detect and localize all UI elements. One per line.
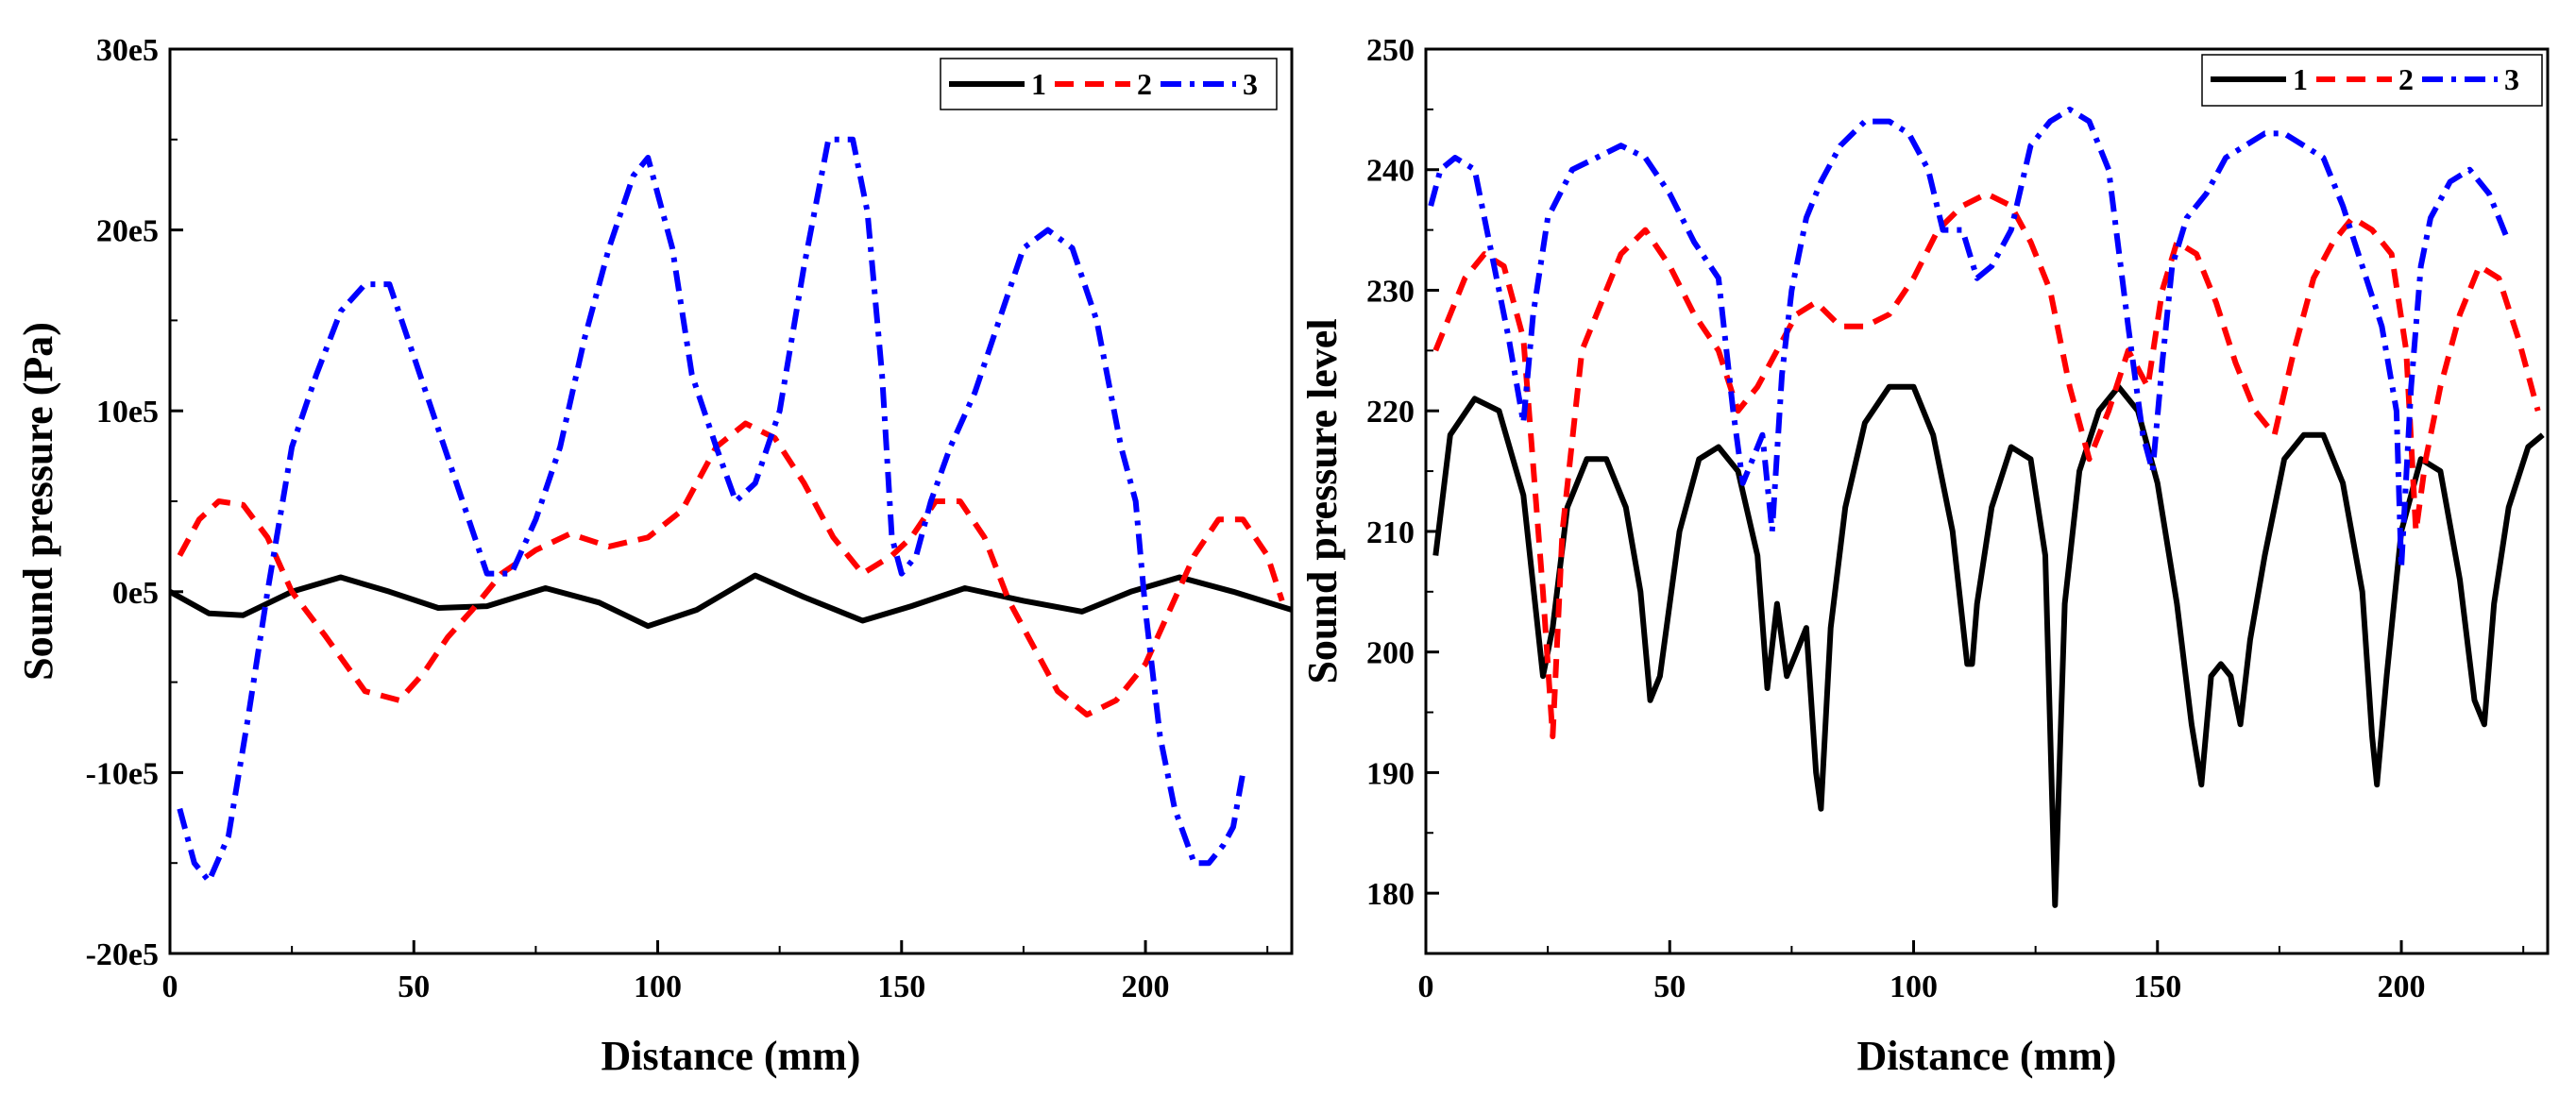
left-x-axis-title: Distance (mm) xyxy=(602,1033,861,1079)
right-y-tick-label: 200 xyxy=(1366,636,1415,671)
left-y-tick-label: -10e5 xyxy=(86,756,159,791)
right-x-tick-label: 200 xyxy=(2378,970,2426,1004)
left-x-tick-label: 0 xyxy=(162,970,178,1004)
left-legend-label-3: 3 xyxy=(1243,67,1258,101)
left-series-group xyxy=(170,136,1292,885)
right-series-1-line xyxy=(1432,383,2545,908)
left-series-2-line xyxy=(177,420,1285,718)
left-legend-label-1: 1 xyxy=(1031,67,1046,101)
left-y-tick-label: 30e5 xyxy=(96,33,159,68)
left-x-tick-label: 50 xyxy=(398,970,430,1004)
right-y-tick-label: 210 xyxy=(1366,515,1415,550)
right-y-axis: 180 190 200 210 220 230 240 250 xyxy=(1366,33,1439,912)
left-y-axis: -20e5 -10e5 0e5 10e5 20e5 30e5 xyxy=(86,33,183,972)
right-y-tick-label: 180 xyxy=(1366,877,1415,912)
right-y-axis-title: Sound pressure level xyxy=(1299,318,1346,683)
right-y-tick-label: 230 xyxy=(1366,274,1415,309)
left-x-tick-label: 200 xyxy=(1122,970,1170,1004)
left-series-1-line xyxy=(170,572,1292,630)
left-legend-label-2: 2 xyxy=(1137,67,1152,101)
left-legend: 1 2 3 xyxy=(940,58,1278,110)
right-series-3-line xyxy=(1428,106,2512,571)
right-x-tick-label: 0 xyxy=(1418,970,1434,1004)
right-x-axis: 0 50 100 150 200 xyxy=(1418,940,2525,1004)
right-legend-label-3: 3 xyxy=(2504,62,2519,96)
left-x-tick-label: 150 xyxy=(877,970,925,1004)
right-legend-label-2: 2 xyxy=(2398,62,2414,96)
right-chart: 0 50 100 150 200 180 190 200 210 220 230 240 250 Di… xyxy=(1299,33,2550,1079)
right-y-tick-label: 250 xyxy=(1366,33,1415,68)
left-y-tick-label: 0e5 xyxy=(112,576,159,611)
right-series-group xyxy=(1428,106,2545,908)
right-plot-frame xyxy=(1424,47,2550,955)
left-series-3-line xyxy=(177,136,1246,885)
left-x-tick-label: 100 xyxy=(634,970,682,1004)
right-series-2-line xyxy=(1432,191,2541,740)
right-x-axis-title: Distance (mm) xyxy=(1857,1033,2117,1079)
left-y-tick-label: -20e5 xyxy=(86,937,159,972)
left-y-tick-label: 20e5 xyxy=(96,214,159,249)
left-chart: 0 50 100 150 200 -20e5 -10e5 0e5 10e5 20e5 30e5 D… xyxy=(15,33,1294,1079)
left-x-axis: 0 50 100 150 200 xyxy=(162,940,1269,1004)
right-legend-label-1: 1 xyxy=(2293,62,2308,96)
left-y-axis-title: Sound pressure (Pa) xyxy=(15,322,61,681)
right-x-tick-label: 50 xyxy=(1653,970,1686,1004)
right-x-tick-label: 100 xyxy=(1890,970,1938,1004)
right-y-tick-label: 240 xyxy=(1366,154,1415,189)
right-y-tick-label: 220 xyxy=(1366,395,1415,430)
right-x-tick-label: 150 xyxy=(2133,970,2181,1004)
left-y-tick-label: 10e5 xyxy=(96,395,159,430)
right-y-tick-label: 190 xyxy=(1366,756,1415,791)
right-legend: 1 2 3 xyxy=(2201,54,2543,107)
